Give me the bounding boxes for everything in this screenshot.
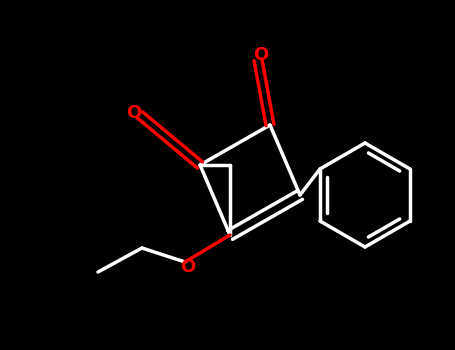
Text: O: O <box>126 104 142 122</box>
Text: O: O <box>253 46 268 64</box>
Text: O: O <box>180 258 196 276</box>
